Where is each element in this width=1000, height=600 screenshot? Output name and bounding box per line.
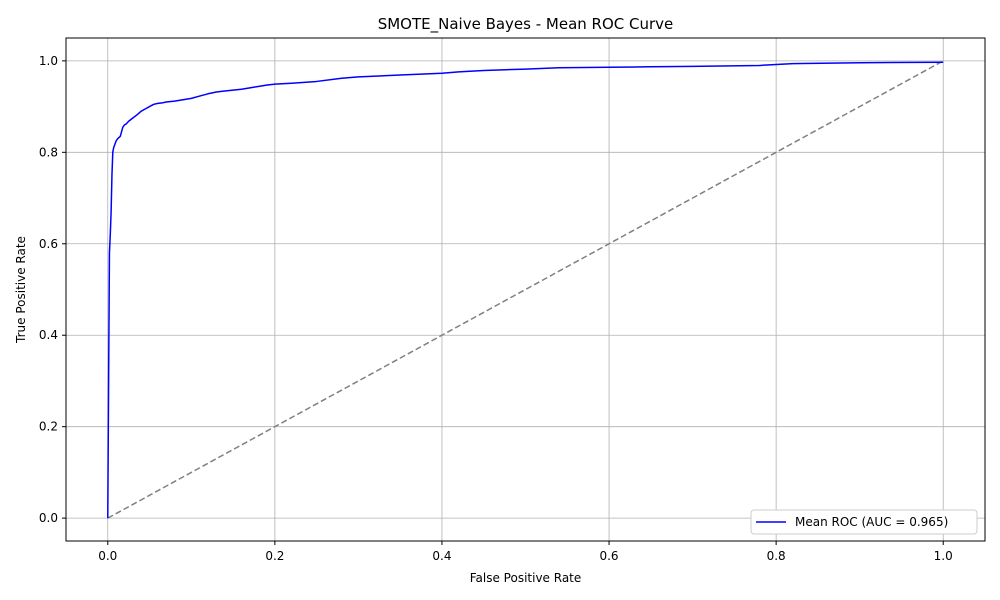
x-tick-label-5: 1.0 [934, 549, 953, 563]
series-layer [107, 60, 944, 519]
legend-label-mean-roc: Mean ROC (AUC = 0.965) [795, 515, 948, 529]
y-axis-label: True Positive Rate [14, 236, 28, 344]
y-tick-label-1: 0.2 [39, 420, 58, 434]
x-tick-label-3: 0.6 [599, 549, 618, 563]
x-axis-label: False Positive Rate [470, 571, 582, 585]
ticks-layer: 0.0 0.2 0.4 0.6 0.8 1.0 0.0 0.2 0.4 0.6 0.8 1.0 [39, 54, 953, 563]
y-tick-label-0: 0.0 [39, 511, 58, 525]
legend: Mean ROC (AUC = 0.965) [750, 509, 978, 535]
y-tick-label-3: 0.6 [39, 237, 58, 251]
series-line-mean-roc [107, 61, 944, 519]
y-tick-label-2: 0.4 [39, 328, 58, 342]
y-tick-label-5: 1.0 [39, 54, 58, 68]
legend-box [750, 509, 978, 535]
x-tick-label-2: 0.4 [432, 549, 451, 563]
x-tick-label-0: 0.0 [98, 549, 117, 563]
chart-title: SMOTE_Naive Bayes - Mean ROC Curve [378, 15, 674, 34]
plot-frame [65, 37, 986, 542]
x-tick-label-1: 0.2 [265, 549, 284, 563]
y-tick-label-4: 0.8 [39, 145, 58, 159]
series-line-chance-diagonal [107, 60, 944, 519]
x-tick-label-4: 0.8 [767, 549, 786, 563]
